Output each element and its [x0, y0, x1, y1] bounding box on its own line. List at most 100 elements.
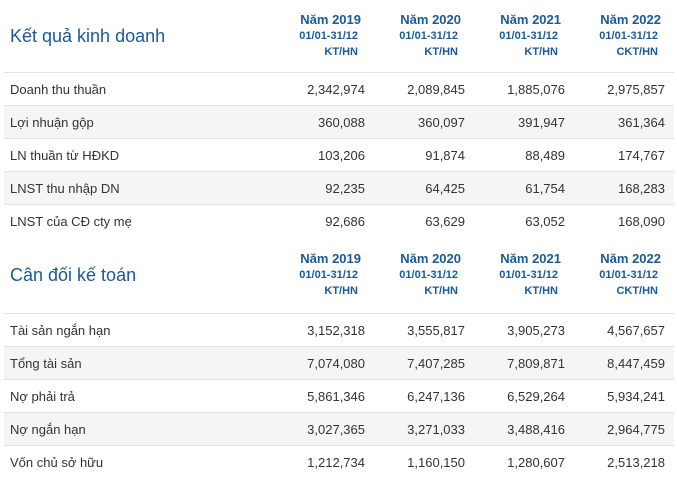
row-value: 7,809,871 — [474, 347, 574, 380]
row-value: 3,555,817 — [374, 314, 474, 347]
row-label: Nợ ngắn hạn — [4, 413, 274, 446]
row-label: Doanh thu thuần — [4, 73, 274, 106]
row-value: 8,447,459 — [574, 347, 674, 380]
row-label: Nợ phải trả — [4, 380, 274, 413]
row-label: Lợi nhuận gộp — [4, 106, 274, 139]
row-value: 3,488,416 — [474, 413, 574, 446]
row-value: 7,074,080 — [274, 347, 374, 380]
column-year: Năm 2022 — [574, 12, 664, 28]
section-header-row: Kết quả kinh doanh Năm 2019 01/01-31/12 … — [4, 0, 674, 73]
column-header: Năm 2019 01/01-31/12 KT/HN — [274, 237, 374, 314]
column-unit: CKT/HN — [574, 283, 664, 299]
section-balance-sheet: Cân đối kế toán Năm 2019 01/01-31/12 KT/… — [4, 237, 674, 314]
row-value: 88,489 — [474, 139, 574, 172]
section-income-statement: Kết quả kinh doanh Năm 2019 01/01-31/12 … — [4, 0, 674, 73]
column-unit: CKT/HN — [574, 44, 664, 60]
row-value: 168,283 — [574, 172, 674, 205]
column-year: Năm 2020 — [374, 251, 464, 267]
row-value: 63,629 — [374, 205, 474, 238]
column-period: 01/01-31/12 — [374, 28, 464, 44]
row-value: 1,160,150 — [374, 446, 474, 478]
row-value: 91,874 — [374, 139, 474, 172]
table-row: Tài sản ngắn hạn 3,152,318 3,555,817 3,9… — [4, 314, 674, 347]
column-period: 01/01-31/12 — [574, 267, 664, 283]
row-value: 61,754 — [474, 172, 574, 205]
table-row: Tổng tài sản 7,074,080 7,407,285 7,809,8… — [4, 347, 674, 380]
column-unit: KT/HN — [374, 44, 464, 60]
row-value: 3,271,033 — [374, 413, 474, 446]
section-title: Kết quả kinh doanh — [4, 0, 274, 73]
table-row: LN thuần từ HĐKD 103,206 91,874 88,489 1… — [4, 139, 674, 172]
column-year: Năm 2020 — [374, 12, 464, 28]
column-period: 01/01-31/12 — [274, 28, 364, 44]
row-label: LN thuần từ HĐKD — [4, 139, 274, 172]
section-income-rows: Doanh thu thuần 2,342,974 2,089,845 1,88… — [4, 73, 674, 238]
column-header: Năm 2020 01/01-31/12 KT/HN — [374, 237, 474, 314]
row-value: 6,247,136 — [374, 380, 474, 413]
row-value: 360,088 — [274, 106, 374, 139]
row-value: 2,964,775 — [574, 413, 674, 446]
row-value: 7,407,285 — [374, 347, 474, 380]
row-value: 64,425 — [374, 172, 474, 205]
row-value: 3,027,365 — [274, 413, 374, 446]
column-year: Năm 2021 — [474, 12, 564, 28]
table-row: LNST của CĐ cty mẹ 92,686 63,629 63,052 … — [4, 205, 674, 238]
section-balance-rows: Tài sản ngắn hạn 3,152,318 3,555,817 3,9… — [4, 314, 674, 478]
column-year: Năm 2019 — [274, 251, 364, 267]
row-value: 174,767 — [574, 139, 674, 172]
row-value: 2,342,974 — [274, 73, 374, 106]
column-unit: KT/HN — [474, 44, 564, 60]
row-value: 3,152,318 — [274, 314, 374, 347]
row-value: 5,934,241 — [574, 380, 674, 413]
column-unit: KT/HN — [274, 283, 364, 299]
row-value: 391,947 — [474, 106, 574, 139]
table-row: Doanh thu thuần 2,342,974 2,089,845 1,88… — [4, 73, 674, 106]
row-value: 92,235 — [274, 172, 374, 205]
column-unit: KT/HN — [474, 283, 564, 299]
row-value: 361,364 — [574, 106, 674, 139]
row-value: 1,212,734 — [274, 446, 374, 478]
financial-summary: Kết quả kinh doanh Năm 2019 01/01-31/12 … — [4, 0, 673, 478]
column-year: Năm 2022 — [574, 251, 664, 267]
row-value: 2,975,857 — [574, 73, 674, 106]
financial-table: Kết quả kinh doanh Năm 2019 01/01-31/12 … — [4, 0, 674, 478]
row-value: 103,206 — [274, 139, 374, 172]
column-unit: KT/HN — [374, 283, 464, 299]
row-label: Tổng tài sản — [4, 347, 274, 380]
column-header: Năm 2022 01/01-31/12 CKT/HN — [574, 0, 674, 73]
column-header: Năm 2019 01/01-31/12 KT/HN — [274, 0, 374, 73]
row-value: 4,567,657 — [574, 314, 674, 347]
column-period: 01/01-31/12 — [474, 28, 564, 44]
column-period: 01/01-31/12 — [474, 267, 564, 283]
row-label: Vốn chủ sở hữu — [4, 446, 274, 478]
row-value: 5,861,346 — [274, 380, 374, 413]
column-period: 01/01-31/12 — [574, 28, 664, 44]
column-header: Năm 2021 01/01-31/12 KT/HN — [474, 0, 574, 73]
table-row: Nợ ngắn hạn 3,027,365 3,271,033 3,488,41… — [4, 413, 674, 446]
row-value: 2,089,845 — [374, 73, 474, 106]
row-value: 6,529,264 — [474, 380, 574, 413]
row-value: 2,513,218 — [574, 446, 674, 478]
table-row: LNST thu nhập DN 92,235 64,425 61,754 16… — [4, 172, 674, 205]
row-value: 1,280,607 — [474, 446, 574, 478]
section-title: Cân đối kế toán — [4, 237, 274, 314]
table-row: Nợ phải trả 5,861,346 6,247,136 6,529,26… — [4, 380, 674, 413]
column-header: Năm 2020 01/01-31/12 KT/HN — [374, 0, 474, 73]
column-header: Năm 2021 01/01-31/12 KT/HN — [474, 237, 574, 314]
row-value: 1,885,076 — [474, 73, 574, 106]
row-label: LNST của CĐ cty mẹ — [4, 205, 274, 238]
row-value: 3,905,273 — [474, 314, 574, 347]
row-label: Tài sản ngắn hạn — [4, 314, 274, 347]
table-row: Lợi nhuận gộp 360,088 360,097 391,947 36… — [4, 106, 674, 139]
table-row: Vốn chủ sở hữu 1,212,734 1,160,150 1,280… — [4, 446, 674, 478]
column-year: Năm 2019 — [274, 12, 364, 28]
section-header-row: Cân đối kế toán Năm 2019 01/01-31/12 KT/… — [4, 237, 674, 314]
row-value: 63,052 — [474, 205, 574, 238]
column-header: Năm 2022 01/01-31/12 CKT/HN — [574, 237, 674, 314]
row-value: 168,090 — [574, 205, 674, 238]
column-period: 01/01-31/12 — [374, 267, 464, 283]
column-unit: KT/HN — [274, 44, 364, 60]
column-period: 01/01-31/12 — [274, 267, 364, 283]
column-year: Năm 2021 — [474, 251, 564, 267]
row-value: 360,097 — [374, 106, 474, 139]
